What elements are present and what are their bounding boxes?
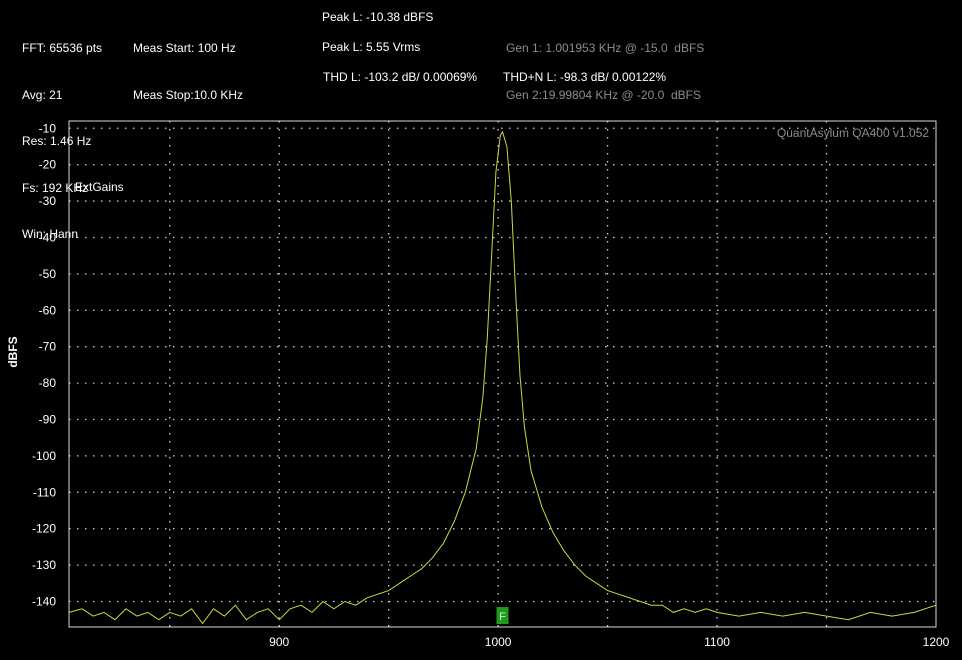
- meas-stop: Meas Stop:10.0 KHz: [133, 87, 244, 102]
- y-tick-label: -80: [39, 376, 57, 390]
- y-tick-label: -10: [39, 121, 57, 135]
- meas-start: Meas Start: 100 Hz: [133, 41, 236, 55]
- spectrum-trace: [68, 130, 937, 625]
- ext-gains-label: ExtGains: [75, 180, 124, 194]
- plot-border: [68, 120, 937, 628]
- thdn-readout: THD+N L: -98.3 dB/ 0.00122%: [503, 70, 667, 84]
- resolution: Res: 1.46 Hz: [22, 134, 92, 148]
- y-tick-label: -30: [39, 194, 57, 208]
- y-tick-label: -120: [32, 522, 56, 536]
- gen2-readout: Gen 2:19.99804 KHz @ -20.0 dBFS: [506, 87, 701, 102]
- averages: Avg: 21: [22, 87, 63, 102]
- y-tick-label: -20: [39, 158, 57, 172]
- y-tick-label: -130: [32, 558, 56, 572]
- watermark-label: QuantAsylum QA400 v1.052: [777, 126, 929, 140]
- gen1-readout: Gen 1: 1.001953 KHz @ -15.0 dBFS: [506, 41, 705, 55]
- x-tick-label: 900: [269, 635, 289, 649]
- y-tick-label: -90: [39, 413, 57, 427]
- thd-readout: THD L: -103.2 dB/ 0.00069%: [323, 70, 478, 84]
- axis-ticks: -10 -20 -30 -40 -50 -60 -70 -80 -90 -100 -110 -120 -…: [32, 121, 950, 649]
- frequency-marker[interactable]: F: [496, 607, 509, 625]
- marker-label: F: [499, 611, 506, 623]
- header-col-gen: Gen 1: 1.001953 KHz @ -15.0 dBFS Gen 2:1…: [506, 10, 704, 119]
- marker-box: [496, 607, 509, 625]
- peak-dbfs: Peak L: -10.38 dBFS: [322, 10, 434, 24]
- sample-rate: Fs: 192 KHz: [22, 180, 89, 195]
- x-tick-label: 1100: [704, 635, 730, 649]
- peak-vrms: Peak L: 5.55 Vrms: [322, 40, 421, 54]
- y-tick-label: -50: [39, 267, 57, 281]
- header-col-2: Meas Start: 100 Hz Meas Stop:10.0 KHz: [133, 10, 243, 119]
- x-tick-label: 1000: [485, 635, 512, 649]
- y-tick-label: -70: [39, 340, 57, 354]
- y-tick-label: -110: [33, 485, 56, 499]
- x-tick-label: 1200: [923, 635, 950, 649]
- fft-size: FFT: 65536 pts: [22, 41, 103, 55]
- y-tick-label: -100: [32, 449, 56, 463]
- header-col-1: FFT: 65536 pts Avg: 21 Res: 1.46 Hz Fs: …: [22, 10, 102, 258]
- window: Win: Hann: [22, 227, 79, 241]
- y-tick-label: -140: [32, 595, 56, 609]
- grid: [69, 121, 936, 627]
- y-tick-label: -60: [39, 303, 57, 317]
- y-tick-label: -40: [39, 230, 57, 244]
